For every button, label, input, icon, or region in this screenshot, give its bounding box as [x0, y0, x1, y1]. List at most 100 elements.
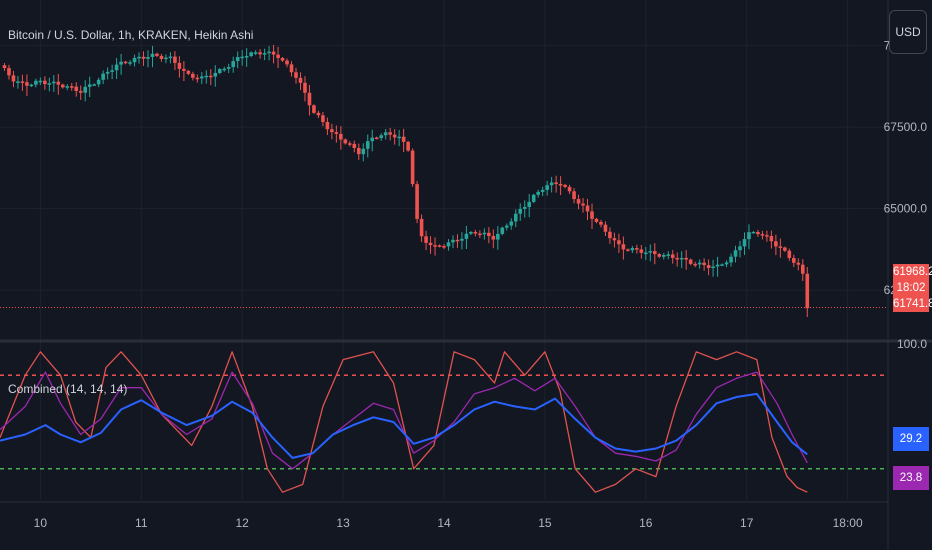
candle-body — [397, 136, 401, 139]
candle-body — [644, 252, 648, 255]
candle-body — [720, 264, 724, 266]
last-price-tag: 61968.2 — [893, 264, 932, 280]
candle-body — [38, 80, 43, 83]
candle-body — [330, 129, 334, 133]
candle-body — [612, 238, 617, 241]
time-axis[interactable]: 10 11 12 13 14 15 16 17 18:00 — [34, 516, 863, 530]
candle-body — [105, 71, 110, 74]
candle-body — [657, 254, 662, 257]
indicator-legend[interactable]: Combined (14, 14, 14) — [8, 382, 128, 396]
time-tick-label: 11 — [135, 516, 148, 530]
candle-body — [451, 239, 455, 243]
candle-body — [496, 233, 500, 240]
candle-body — [455, 239, 460, 242]
candle-body — [572, 191, 576, 200]
candle-body — [500, 227, 505, 234]
candle-body — [792, 257, 796, 263]
candle-body — [778, 246, 783, 248]
candle-body — [92, 84, 96, 86]
candle-body — [706, 265, 711, 268]
candle-body — [765, 235, 769, 237]
candle-body — [316, 112, 321, 116]
candle-body — [648, 251, 653, 253]
candle-body — [783, 247, 787, 251]
candle-body — [137, 56, 141, 59]
candle-body — [60, 84, 65, 88]
candle-body — [200, 76, 204, 79]
candle-body — [168, 56, 173, 59]
symbol-legend[interactable]: Bitcoin / U.S. Dollar, 1h, KRAKEN, Heiki… — [8, 28, 254, 42]
candle-body — [733, 250, 738, 257]
blue-value-tag: 29.2 — [893, 427, 929, 451]
candle-body — [240, 56, 244, 59]
candle-body — [334, 132, 339, 134]
candle-body — [711, 266, 715, 269]
candle-body — [536, 191, 540, 195]
indicator-series — [0, 351, 808, 493]
candle-body — [585, 205, 590, 212]
candle-body — [684, 257, 688, 260]
candle-body — [155, 53, 159, 56]
candle-body — [558, 183, 563, 186]
candle-body — [760, 234, 765, 236]
candle-body — [110, 70, 114, 72]
candle-body — [428, 242, 433, 246]
candle-body — [65, 86, 70, 88]
candle-body — [20, 81, 25, 83]
candle-body — [289, 64, 294, 73]
candle-body — [442, 246, 446, 248]
candle-body — [554, 182, 558, 184]
candle-body — [487, 232, 491, 237]
candle-body — [235, 57, 240, 62]
candle-body — [617, 240, 621, 245]
candle-body — [513, 213, 518, 222]
currency-button[interactable]: USD — [889, 10, 927, 54]
candle-body — [464, 233, 469, 239]
candle-body — [478, 233, 482, 236]
indicator-line-2 — [0, 392, 808, 459]
candle-body — [388, 132, 392, 135]
candle-body — [262, 53, 267, 55]
candle-body — [787, 250, 792, 258]
candle-body — [504, 225, 509, 228]
candle-body — [563, 184, 567, 187]
time-tick-label: 12 — [236, 516, 250, 530]
candle-body — [231, 61, 236, 68]
candle-body — [204, 75, 209, 78]
candle-body — [460, 238, 464, 241]
candle-body — [666, 254, 671, 256]
candle-body — [370, 137, 375, 142]
indicator-axis[interactable]: 100.0 — [897, 337, 927, 351]
candle-body — [276, 54, 280, 58]
candle-body — [361, 148, 366, 155]
candle-body — [419, 218, 424, 237]
candle-body — [742, 239, 747, 247]
candle-body — [258, 52, 262, 55]
candle-body — [603, 224, 608, 232]
candle-body — [621, 244, 626, 250]
candle-body — [2, 65, 7, 69]
candle-body — [635, 248, 639, 250]
candle-body — [267, 51, 271, 54]
candle-body — [800, 264, 805, 274]
candle-body — [805, 273, 810, 309]
candle-body — [491, 236, 496, 240]
candle-body — [307, 92, 312, 106]
candle-body — [186, 70, 191, 74]
time-tick-label: 17 — [740, 516, 754, 530]
candlestick-series[interactable] — [2, 44, 810, 317]
candle-body — [518, 208, 523, 214]
candle-body — [599, 221, 603, 225]
candle-body — [56, 81, 61, 85]
candle-body — [7, 68, 11, 76]
time-tick-label: 16 — [639, 516, 653, 530]
candle-body — [608, 231, 612, 239]
candle-body — [177, 62, 182, 69]
candle-body — [141, 56, 146, 59]
candle-body — [769, 236, 774, 242]
candle-body — [321, 115, 325, 122]
candle-body — [123, 61, 128, 64]
candle-body — [159, 55, 164, 59]
candle-body — [415, 184, 419, 219]
